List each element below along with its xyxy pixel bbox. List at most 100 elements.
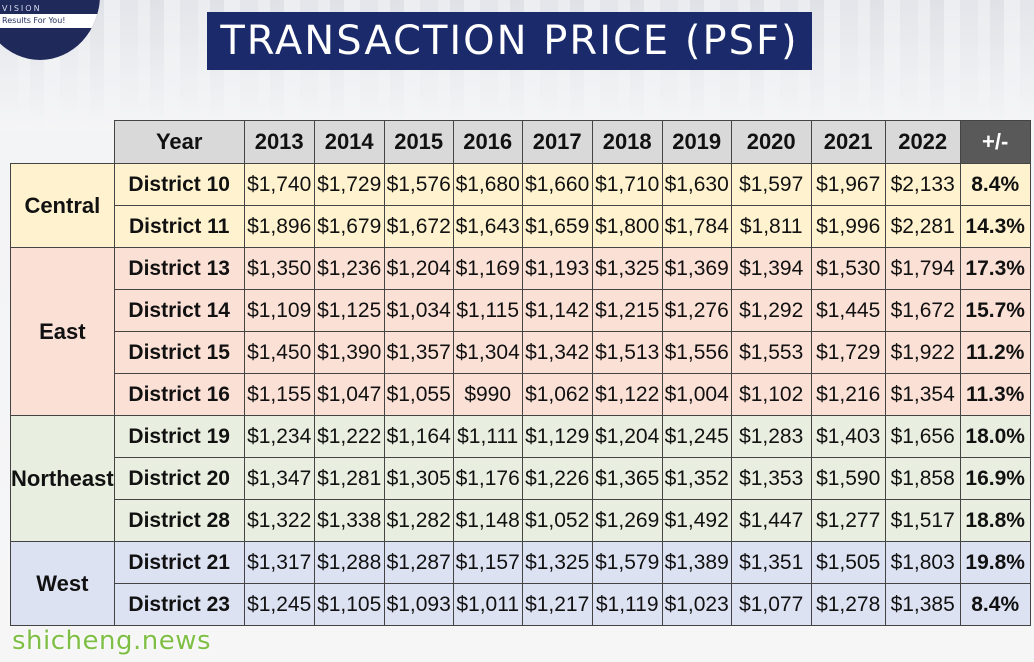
price-cell: $1,055: [383, 373, 454, 416]
price-cell: $1,317: [243, 541, 315, 584]
price-cell: $1,155: [243, 373, 315, 416]
price-cell: $1,226: [521, 457, 593, 500]
price-cell: $1,277: [810, 499, 886, 542]
price-cell: $1,896: [243, 205, 315, 248]
price-cell: $1,288: [313, 541, 385, 584]
table-row: District 28 $1,322 $1,338 $1,282 $1,148 $1,05…: [11, 499, 1031, 542]
table-row: District 23 $1,245 $1,105 $1,093 $1,011 $1,21…: [11, 583, 1031, 626]
price-cell: $1,556: [661, 331, 732, 374]
price-cell: $1,679: [313, 205, 385, 248]
price-cell: $1,034: [383, 289, 454, 332]
price-cell: $1,062: [521, 373, 593, 416]
price-cell: $1,305: [383, 457, 454, 500]
district-label: District 23: [113, 583, 245, 626]
price-cell: $1,672: [383, 205, 454, 248]
price-cell: $1,794: [884, 247, 961, 290]
price-cell: $1,222: [313, 415, 385, 458]
table-body: Central District 10 $1,740 $1,729 $1,576 $1,6…: [10, 163, 1031, 626]
table-row: District 11 $1,896 $1,679 $1,672 $1,643 $1,65…: [11, 205, 1031, 248]
district-label: District 10: [113, 163, 245, 206]
change-cell: 17.3%: [959, 247, 1031, 290]
price-cell: $1,164: [383, 415, 454, 458]
price-cell: $1,513: [591, 331, 663, 374]
header-year-2017: 2017: [521, 120, 593, 164]
price-cell: $1,630: [661, 163, 732, 206]
price-cell: $1,023: [661, 583, 732, 626]
region-label: West: [10, 541, 115, 626]
region-label: Northeast: [10, 415, 115, 542]
district-label: District 13: [113, 247, 245, 290]
price-cell: $1,215: [591, 289, 663, 332]
price-cell: $1,680: [452, 163, 523, 206]
price-cell: $1,282: [383, 499, 454, 542]
district-label: District 21: [113, 541, 245, 584]
price-cell: $1,292: [730, 289, 812, 332]
change-cell: 18.0%: [959, 415, 1031, 458]
price-cell: $1,597: [730, 163, 812, 206]
price-cell: $1,125: [313, 289, 385, 332]
price-cell: $1,204: [383, 247, 454, 290]
price-cell: $1,129: [521, 415, 593, 458]
change-cell: 18.8%: [959, 499, 1031, 542]
district-label: District 15: [113, 331, 245, 374]
table-row: District 20 $1,347 $1,281 $1,305 $1,176 $1,22…: [11, 457, 1031, 500]
table-row: District 14 $1,109 $1,125 $1,034 $1,115 $1,14…: [11, 289, 1031, 332]
price-cell: $1,111: [452, 415, 523, 458]
price-cell: $1,710: [591, 163, 663, 206]
district-label: District 11: [113, 205, 245, 248]
price-cell: $1,350: [243, 247, 315, 290]
table-row: Northeast District 19 $1,234 $1,222 $1,164 $1…: [10, 415, 1031, 542]
price-cell: $1,217: [521, 583, 593, 626]
district-label: District 16: [113, 373, 245, 416]
price-cell: $1,077: [730, 583, 812, 626]
price-cell: $1,643: [452, 205, 523, 248]
price-cell: $1,385: [884, 583, 961, 626]
change-cell: 15.7%: [959, 289, 1031, 332]
table-header-row: Year 2013 2014 2015 2016 2017 2018 2019 2020 202…: [10, 120, 1031, 164]
header-year-2022: 2022: [884, 120, 961, 164]
district-label: District 19: [113, 415, 245, 458]
region-label: East: [10, 247, 115, 416]
price-cell: $1,142: [521, 289, 593, 332]
table-row: West District 21 $1,317 $1,288 $1,287 $1,157 $…: [10, 541, 1031, 626]
price-cell: $1,672: [884, 289, 961, 332]
district-label: District 14: [113, 289, 245, 332]
price-cell: $990: [452, 373, 523, 416]
price-cell: $1,800: [591, 205, 663, 248]
header-year-label: Year: [113, 120, 245, 164]
price-cell: $1,352: [661, 457, 732, 500]
price-cell: $1,357: [383, 331, 454, 374]
header-year-2020: 2020: [730, 120, 812, 164]
price-cell: $1,283: [730, 415, 812, 458]
price-cell: $1,281: [313, 457, 385, 500]
price-cell: $1,169: [452, 247, 523, 290]
header-change: +/-: [959, 120, 1031, 164]
price-cell: $1,115: [452, 289, 523, 332]
price-cell: $1,492: [661, 499, 732, 542]
change-cell: 19.8%: [959, 541, 1031, 584]
header-year-2018: 2018: [591, 120, 663, 164]
header-year-2019: 2019: [661, 120, 732, 164]
price-cell: $1,245: [243, 583, 315, 626]
watermark: shicheng.news: [12, 626, 212, 656]
price-cell: $1,325: [521, 541, 593, 584]
change-cell: 16.9%: [959, 457, 1031, 500]
price-cell: $1,517: [884, 499, 961, 542]
logo-brand-text: VISION: [2, 4, 42, 13]
price-cell: $1,740: [243, 163, 315, 206]
price-cell: $1,216: [810, 373, 886, 416]
price-cell: $1,322: [243, 499, 315, 542]
price-cell: $1,353: [730, 457, 812, 500]
table-row: East District 13 $1,350 $1,236 $1,204 $1,169 $…: [10, 247, 1031, 416]
price-cell: $1,403: [810, 415, 886, 458]
header-year-2021: 2021: [810, 120, 886, 164]
price-cell: $1,553: [730, 331, 812, 374]
price-cell: $1,354: [884, 373, 961, 416]
price-cell: $1,967: [810, 163, 886, 206]
price-cell: $1,204: [591, 415, 663, 458]
price-cell: $1,287: [383, 541, 454, 584]
price-cell: $1,304: [452, 331, 523, 374]
price-cell: $1,447: [730, 499, 812, 542]
change-cell: 14.3%: [959, 205, 1031, 248]
district-label: District 28: [113, 499, 245, 542]
